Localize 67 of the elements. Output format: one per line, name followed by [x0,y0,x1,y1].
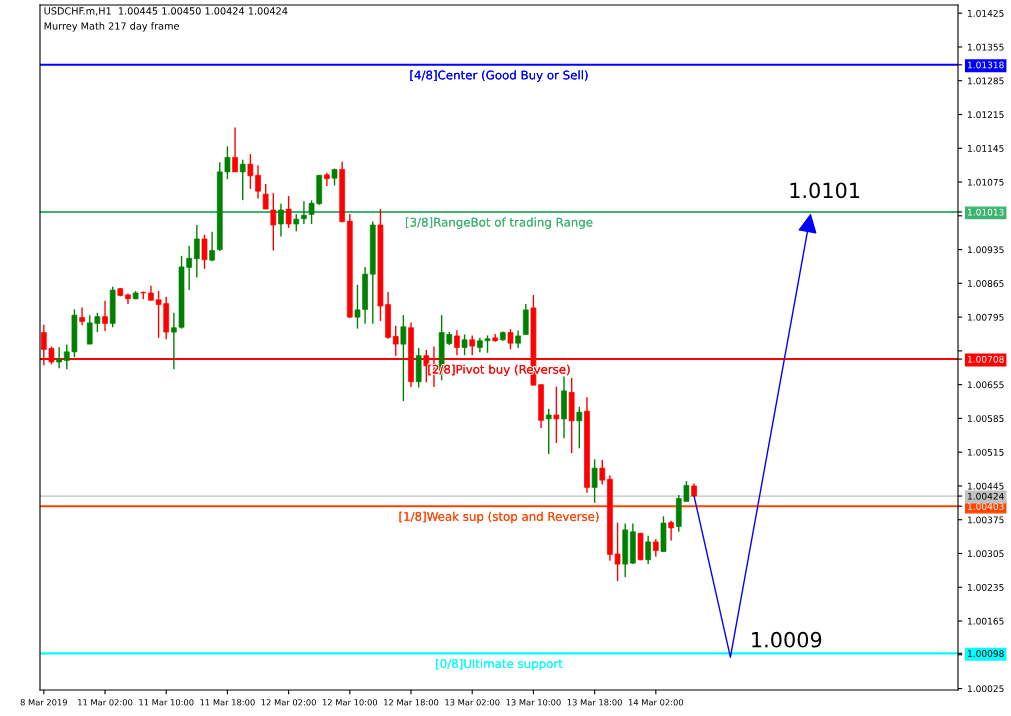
x-tick-label: 11 Mar 18:00 [200,699,255,706]
x-tick-label: 12 Mar 10:00 [322,699,378,706]
y-tick-label: 1.00098 [968,650,1004,657]
y-tick-label: 1.00935 [968,246,1004,254]
y-tick-label: 1.01425 [968,9,1004,17]
y-tick-label: 1.01215 [968,111,1004,119]
candlestick [461,333,468,356]
candlestick [56,346,62,369]
candlestick [201,233,208,270]
y-tick-label: 1.01075 [968,178,1004,186]
x-tick-label: 12 Mar 18:00 [384,699,439,706]
y-tick-label: 1.01285 [968,77,1004,85]
candlestick [400,314,407,402]
candlestick [454,329,460,356]
x-tick-label: 8 Mar 2019 [20,699,67,706]
y-tick-label: 1.00655 [968,381,1004,389]
candlestick [285,195,292,229]
x-tick-label: 12 Mar 02:00 [261,699,316,706]
x-tick-label: 13 Mar 18:00 [567,699,622,706]
y-tick-label: 1.01013 [968,208,1004,216]
annotation: 1.0009 [752,631,822,648]
candlestick [645,534,652,565]
text: Murrey Math 217 day frame [44,22,179,32]
x-tick-label: 13 Mar 02:00 [445,699,500,706]
y-tick-label: 1.00165 [968,617,1004,625]
y-tick-label: 1.00865 [968,280,1004,287]
candlestick [591,458,598,504]
ref-line-label: [1/8]Weak sup (stop and Reverse) [399,511,599,524]
y-tick-label: 1.00708 [968,355,1004,363]
x-tick-label: 14 Mar 02:00 [628,699,684,706]
y-tick-label: 1.00445 [968,482,1004,490]
annotation: 1.0101 [790,182,860,199]
candlestick [209,231,215,262]
y-tick-label: 1.00235 [968,583,1004,591]
candlestick [79,306,85,327]
y-tick-label: 1.00403 [968,502,1004,510]
candlestick [239,159,246,201]
y-tick-label: 1.01318 [968,61,1004,69]
x-tick-label: 13 Mar 10:00 [506,699,561,706]
x-tick-label: 11 Mar 02:00 [78,699,133,706]
candlestick [507,328,514,351]
candlestick [545,408,552,455]
y-tick-label: 1.01355 [968,43,1004,51]
y-tick-label: 1.00585 [968,415,1004,422]
candlestick [278,203,284,238]
candlestick [232,126,238,173]
candlestick [553,385,560,444]
y-tick-label: 1.00025 [968,685,1004,693]
candlestick [469,334,476,356]
candlestick [668,519,674,542]
candlestick [301,200,307,225]
y-tick-label: 1.00795 [968,313,1004,321]
ref-line-label: [3/8]RangeBot of trading Range [405,217,593,229]
y-tick-label: 1.00424 [968,492,1004,500]
candlestick [576,406,583,450]
chart-title: USDCHF.m,H1 1.00445 1.00450 1.00424 1.00424 [44,7,288,16]
y-tick-label: 1.00305 [968,550,1004,558]
candlestick [599,459,606,486]
candlestick [102,300,108,332]
y-tick-label: 1.00375 [968,516,1004,524]
y-tick-label: 1.01145 [968,145,1004,152]
y-tick-label: 1.00515 [968,448,1004,456]
ref-line-label: [4/8]Center (Good Buy or Sell) [410,70,588,82]
x-tick-label: 11 Mar 10:00 [139,699,194,706]
candlestick [193,224,200,279]
ref-line-label: [0/8]Ultimate support [436,658,563,671]
candlestick [392,325,399,357]
